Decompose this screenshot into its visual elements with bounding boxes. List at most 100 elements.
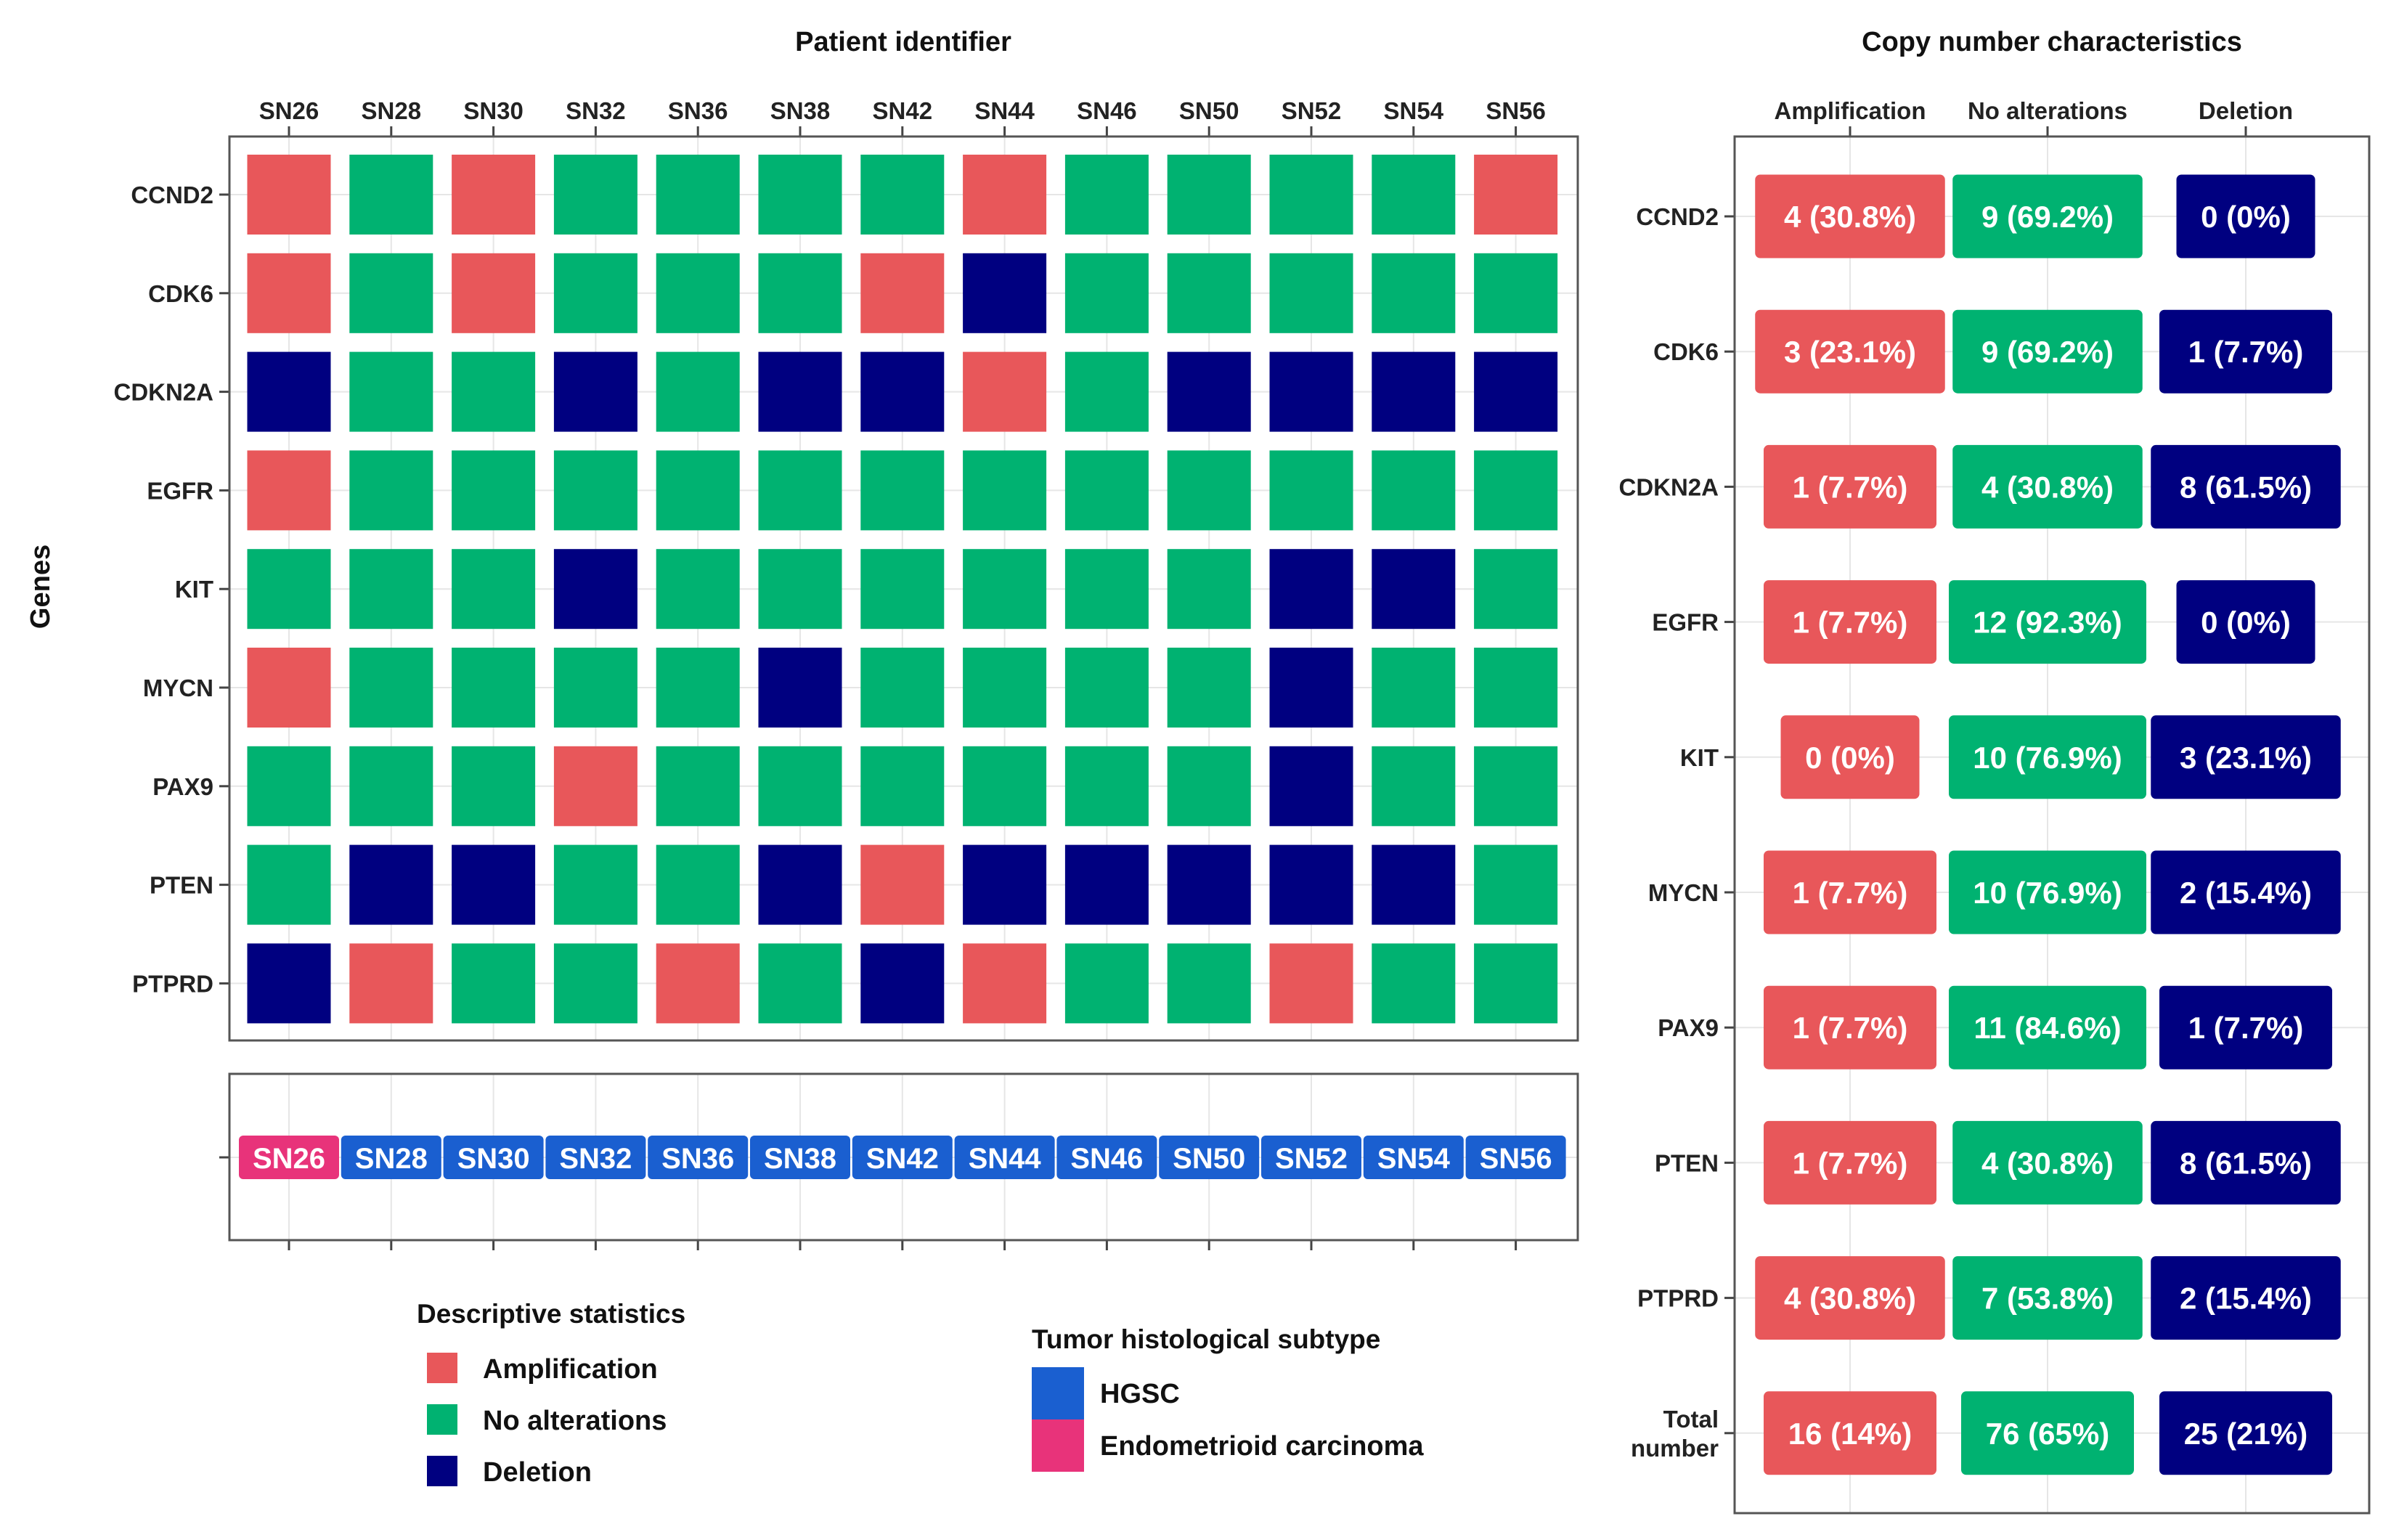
cn-value-ccnd2-no-alterations: 9 (69.2%) bbox=[1981, 200, 2114, 234]
tile-pax9-sn50 bbox=[1167, 746, 1251, 826]
tile-mycn-sn36 bbox=[656, 648, 740, 728]
cn-tile-kit-no-alterations bbox=[1949, 715, 2146, 799]
tile-ptprd-sn44 bbox=[963, 943, 1047, 1024]
tile-pax9-sn46 bbox=[1064, 746, 1149, 826]
cn-value-ptprd-amplification: 4 (30.8%) bbox=[1784, 1282, 1916, 1316]
patient-label-sn56: SN56 bbox=[1486, 97, 1546, 124]
tile-ccnd2-sn38 bbox=[758, 155, 842, 235]
tile-egfr-sn38 bbox=[758, 450, 842, 531]
legend-swatch-amplification bbox=[427, 1353, 457, 1383]
cn-tile-ptprd-no-alterations bbox=[1952, 1256, 2143, 1340]
tile-cdk6-sn28 bbox=[349, 253, 433, 333]
tile-cdkn2a-sn32 bbox=[553, 351, 637, 432]
cn-tile-ptprd-amplification bbox=[1755, 1256, 1945, 1340]
gene-label-mycn: MYCN bbox=[143, 675, 213, 701]
subtype-strip-panel: SN26 SN28 SN30 SN32 SN36 SN38 SN42 SN44 SN46 SN50… bbox=[219, 1072, 1579, 1250]
patient-label-sn30: SN30 bbox=[463, 97, 524, 124]
tile-kit-sn26 bbox=[247, 549, 331, 630]
cn-value-pten-no-alterations: 4 (30.8%) bbox=[1981, 1146, 2114, 1180]
tile-mycn-sn30 bbox=[452, 648, 536, 728]
patient-label-sn32: SN32 bbox=[566, 97, 626, 124]
cn-tile-kit-deletion bbox=[2151, 715, 2341, 799]
tile-ccnd2-sn52 bbox=[1269, 155, 1353, 235]
subtype-tile-sn30 bbox=[443, 1136, 544, 1179]
cn-value-pten-deletion: 8 (61.5%) bbox=[2180, 1146, 2312, 1180]
tile-ptprd-sn56 bbox=[1474, 943, 1558, 1024]
tile-cdkn2a-sn54 bbox=[1372, 351, 1456, 432]
tile-egfr-sn42 bbox=[860, 450, 945, 531]
tile-ptprd-sn38 bbox=[758, 943, 842, 1024]
cn-value-mycn-deletion: 2 (15.4%) bbox=[2180, 876, 2312, 910]
legend-label-no-alterations: No alterations bbox=[483, 1406, 667, 1436]
tile-cdk6-sn38 bbox=[758, 253, 842, 333]
cn-tile-ccnd2-deletion bbox=[2176, 174, 2315, 258]
legend-swatch-deletion bbox=[427, 1456, 457, 1486]
cn-value-cdk6-amplification: 3 (23.1%) bbox=[1784, 335, 1916, 369]
cn-value-egfr-deletion: 0 (0%) bbox=[2201, 606, 2291, 640]
legend-stats-title: Descriptive statistics bbox=[417, 1299, 685, 1329]
cn-tile-pten-deletion bbox=[2151, 1120, 2341, 1205]
subtype-label-sn26: SN26 bbox=[253, 1143, 325, 1175]
tile-ptprd-sn54 bbox=[1372, 943, 1456, 1024]
tile-kit-sn30 bbox=[452, 549, 536, 630]
cn-tile-pax9-no-alterations bbox=[1949, 985, 2146, 1070]
legend-label-deletion: Deletion bbox=[483, 1457, 592, 1488]
row-label-cdk6: CDK6 bbox=[1653, 338, 1719, 365]
tile-cdkn2a-sn52 bbox=[1269, 351, 1353, 432]
tile-pten-sn28 bbox=[349, 844, 433, 925]
tile-cdkn2a-sn26 bbox=[247, 351, 331, 432]
tile-pax9-sn44 bbox=[963, 746, 1047, 826]
tile-kit-sn32 bbox=[553, 549, 637, 630]
strip-tiles: SN26 SN28 SN30 SN32 SN36 SN38 SN42 SN44 SN46 SN50… bbox=[239, 1136, 1566, 1179]
heatmap-title: Patient identifier bbox=[795, 27, 1011, 57]
cn-tile-pax9-amplification bbox=[1764, 985, 1936, 1070]
cn-value-ptprd-no-alterations: 7 (53.8%) bbox=[1981, 1282, 2114, 1316]
subtype-label-sn54: SN54 bbox=[1377, 1143, 1451, 1175]
tile-kit-sn56 bbox=[1474, 549, 1558, 630]
tile-egfr-sn32 bbox=[553, 450, 637, 531]
cn-value-total-number-no-alterations: 76 (65%) bbox=[1986, 1417, 2109, 1451]
cn-tile-total-number-deletion bbox=[2159, 1391, 2332, 1475]
patient-label-sn42: SN42 bbox=[873, 97, 933, 124]
tile-pten-sn44 bbox=[963, 844, 1047, 925]
cn-tile-ptprd-deletion bbox=[2151, 1256, 2341, 1340]
cn-value-kit-amplification: 0 (0%) bbox=[1805, 741, 1895, 775]
copy-number-border bbox=[1733, 135, 2371, 1515]
tile-egfr-sn54 bbox=[1372, 450, 1456, 531]
tile-kit-sn50 bbox=[1167, 549, 1251, 630]
row-label-total-number-line2: number bbox=[1631, 1435, 1719, 1462]
gene-tick-labels: CCND2 CDK6 CDKN2A EGFR KIT MYCN PAX9 PTEN PTPRD bbox=[113, 182, 229, 997]
row-label-egfr: EGFR bbox=[1652, 609, 1719, 636]
tile-pax9-sn32 bbox=[553, 746, 637, 826]
patient-label-sn38: SN38 bbox=[770, 97, 831, 124]
tile-cdk6-sn32 bbox=[553, 253, 637, 333]
legend-subtype-title: Tumor histological subtype bbox=[1032, 1324, 1380, 1354]
cn-value-mycn-no-alterations: 10 (76.9%) bbox=[1973, 876, 2122, 910]
tile-pax9-sn42 bbox=[860, 746, 945, 826]
tile-pax9-sn52 bbox=[1269, 746, 1353, 826]
tile-egfr-sn30 bbox=[452, 450, 536, 531]
legend-label-hgsc: HGSC bbox=[1100, 1379, 1180, 1409]
tile-mycn-sn44 bbox=[963, 648, 1047, 728]
heatmap-tiles bbox=[247, 155, 1558, 1024]
subtype-tile-sn36 bbox=[648, 1136, 749, 1179]
subtype-label-sn30: SN30 bbox=[457, 1143, 530, 1175]
column-label-no-alterations: No alterations bbox=[1968, 97, 2127, 124]
tile-cdkn2a-sn42 bbox=[860, 351, 945, 432]
tile-ccnd2-sn42 bbox=[860, 155, 945, 235]
subtype-tile-sn26 bbox=[239, 1136, 339, 1179]
tile-cdkn2a-sn50 bbox=[1167, 351, 1251, 432]
tile-egfr-sn26 bbox=[247, 450, 331, 531]
row-label-kit: KIT bbox=[1680, 744, 1719, 771]
patient-label-sn44: SN44 bbox=[974, 97, 1035, 124]
tile-ccnd2-sn46 bbox=[1064, 155, 1149, 235]
gene-label-cdk6: CDK6 bbox=[148, 280, 213, 307]
tile-mycn-sn52 bbox=[1269, 648, 1353, 728]
gene-label-ccnd2: CCND2 bbox=[131, 182, 213, 208]
subtype-label-sn44: SN44 bbox=[969, 1143, 1042, 1175]
cn-value-cdkn2a-no-alterations: 4 (30.8%) bbox=[1981, 470, 2114, 504]
tile-pten-sn56 bbox=[1474, 844, 1558, 925]
subtype-label-sn38: SN38 bbox=[764, 1143, 836, 1175]
tile-mycn-sn38 bbox=[758, 648, 842, 728]
cn-tile-mycn-deletion bbox=[2151, 850, 2341, 934]
